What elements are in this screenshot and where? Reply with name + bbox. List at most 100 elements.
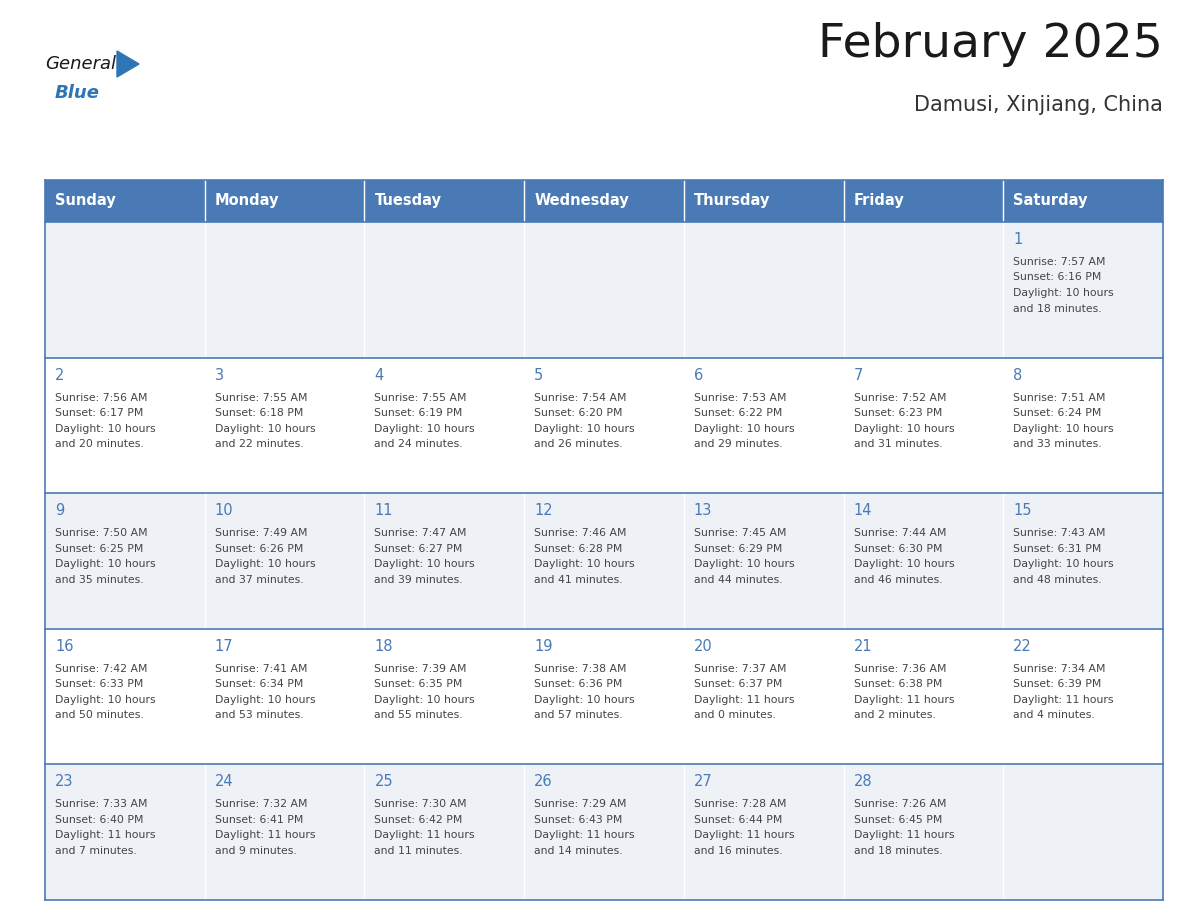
- Bar: [1004, 180, 1163, 222]
- Text: Daylight: 10 hours: Daylight: 10 hours: [215, 559, 315, 569]
- Text: 27: 27: [694, 775, 713, 789]
- Text: 16: 16: [55, 639, 74, 654]
- Bar: [45, 493, 204, 629]
- Bar: [204, 629, 365, 765]
- Text: Sunrise: 7:33 AM: Sunrise: 7:33 AM: [55, 800, 147, 810]
- Text: and 2 minutes.: and 2 minutes.: [853, 711, 935, 721]
- Text: Daylight: 10 hours: Daylight: 10 hours: [535, 559, 634, 569]
- Text: Sunrise: 7:57 AM: Sunrise: 7:57 AM: [1013, 257, 1106, 267]
- Text: and 24 minutes.: and 24 minutes.: [374, 439, 463, 449]
- Bar: [45, 765, 204, 900]
- Bar: [843, 222, 1004, 358]
- Text: Sunset: 6:25 PM: Sunset: 6:25 PM: [55, 543, 144, 554]
- Text: Daylight: 11 hours: Daylight: 11 hours: [374, 831, 475, 840]
- Text: 14: 14: [853, 503, 872, 518]
- Text: and 37 minutes.: and 37 minutes.: [215, 575, 303, 585]
- Text: Sunrise: 7:46 AM: Sunrise: 7:46 AM: [535, 528, 626, 538]
- Text: Friday: Friday: [853, 194, 904, 208]
- Text: Sunrise: 7:56 AM: Sunrise: 7:56 AM: [55, 393, 147, 403]
- Text: Sunrise: 7:51 AM: Sunrise: 7:51 AM: [1013, 393, 1106, 403]
- Text: Sunrise: 7:53 AM: Sunrise: 7:53 AM: [694, 393, 786, 403]
- Polygon shape: [116, 51, 139, 77]
- Text: Daylight: 10 hours: Daylight: 10 hours: [694, 423, 795, 433]
- Text: Sunrise: 7:42 AM: Sunrise: 7:42 AM: [55, 664, 147, 674]
- Text: 7: 7: [853, 367, 862, 383]
- Bar: [365, 765, 524, 900]
- Bar: [204, 180, 365, 222]
- Bar: [204, 493, 365, 629]
- Text: Daylight: 11 hours: Daylight: 11 hours: [694, 695, 795, 705]
- Text: Sunset: 6:40 PM: Sunset: 6:40 PM: [55, 815, 144, 825]
- Text: Wednesday: Wednesday: [535, 194, 628, 208]
- Bar: [204, 765, 365, 900]
- Text: Sunday: Sunday: [55, 194, 115, 208]
- Text: Sunrise: 7:39 AM: Sunrise: 7:39 AM: [374, 664, 467, 674]
- Text: Damusi, Xinjiang, China: Damusi, Xinjiang, China: [914, 95, 1163, 115]
- Text: and 0 minutes.: and 0 minutes.: [694, 711, 776, 721]
- Text: 26: 26: [535, 775, 552, 789]
- Text: 25: 25: [374, 775, 393, 789]
- Text: Daylight: 10 hours: Daylight: 10 hours: [1013, 559, 1114, 569]
- Text: and 41 minutes.: and 41 minutes.: [535, 575, 623, 585]
- Text: and 33 minutes.: and 33 minutes.: [1013, 439, 1102, 449]
- Text: General: General: [45, 55, 116, 73]
- Text: Saturday: Saturday: [1013, 194, 1088, 208]
- Text: and 48 minutes.: and 48 minutes.: [1013, 575, 1102, 585]
- Bar: [365, 358, 524, 493]
- Text: Sunset: 6:16 PM: Sunset: 6:16 PM: [1013, 273, 1101, 283]
- Text: 20: 20: [694, 639, 713, 654]
- Text: Daylight: 11 hours: Daylight: 11 hours: [694, 831, 795, 840]
- Text: and 22 minutes.: and 22 minutes.: [215, 439, 303, 449]
- Text: and 4 minutes.: and 4 minutes.: [1013, 711, 1095, 721]
- Text: 9: 9: [55, 503, 64, 518]
- Text: Sunrise: 7:43 AM: Sunrise: 7:43 AM: [1013, 528, 1106, 538]
- Text: Sunset: 6:38 PM: Sunset: 6:38 PM: [853, 679, 942, 689]
- Text: Sunrise: 7:34 AM: Sunrise: 7:34 AM: [1013, 664, 1106, 674]
- Text: Tuesday: Tuesday: [374, 194, 442, 208]
- Text: 18: 18: [374, 639, 393, 654]
- Bar: [684, 493, 843, 629]
- Text: 2: 2: [55, 367, 64, 383]
- Text: Daylight: 11 hours: Daylight: 11 hours: [535, 831, 634, 840]
- Text: Sunset: 6:30 PM: Sunset: 6:30 PM: [853, 543, 942, 554]
- Text: and 18 minutes.: and 18 minutes.: [853, 845, 942, 856]
- Text: 22: 22: [1013, 639, 1032, 654]
- Text: Sunrise: 7:28 AM: Sunrise: 7:28 AM: [694, 800, 786, 810]
- Text: and 18 minutes.: and 18 minutes.: [1013, 304, 1102, 314]
- Text: Thursday: Thursday: [694, 194, 770, 208]
- Text: 23: 23: [55, 775, 74, 789]
- Text: Sunset: 6:24 PM: Sunset: 6:24 PM: [1013, 409, 1101, 418]
- Text: and 7 minutes.: and 7 minutes.: [55, 845, 137, 856]
- Text: Sunset: 6:33 PM: Sunset: 6:33 PM: [55, 679, 144, 689]
- Text: Sunrise: 7:37 AM: Sunrise: 7:37 AM: [694, 664, 786, 674]
- Text: Sunset: 6:43 PM: Sunset: 6:43 PM: [535, 815, 623, 825]
- Text: Sunset: 6:37 PM: Sunset: 6:37 PM: [694, 679, 782, 689]
- Text: and 14 minutes.: and 14 minutes.: [535, 845, 623, 856]
- Text: Daylight: 10 hours: Daylight: 10 hours: [215, 423, 315, 433]
- Bar: [1004, 629, 1163, 765]
- Text: 5: 5: [535, 367, 543, 383]
- Text: and 44 minutes.: and 44 minutes.: [694, 575, 783, 585]
- Bar: [524, 629, 684, 765]
- Text: and 55 minutes.: and 55 minutes.: [374, 711, 463, 721]
- Bar: [365, 222, 524, 358]
- Bar: [524, 493, 684, 629]
- Text: Daylight: 10 hours: Daylight: 10 hours: [215, 695, 315, 705]
- Bar: [684, 358, 843, 493]
- Bar: [843, 765, 1004, 900]
- Bar: [365, 180, 524, 222]
- Bar: [524, 358, 684, 493]
- Text: 8: 8: [1013, 367, 1023, 383]
- Text: Sunset: 6:23 PM: Sunset: 6:23 PM: [853, 409, 942, 418]
- Text: Sunrise: 7:30 AM: Sunrise: 7:30 AM: [374, 800, 467, 810]
- Bar: [684, 765, 843, 900]
- Bar: [524, 222, 684, 358]
- Text: Sunrise: 7:55 AM: Sunrise: 7:55 AM: [374, 393, 467, 403]
- Text: and 16 minutes.: and 16 minutes.: [694, 845, 783, 856]
- Bar: [684, 629, 843, 765]
- Text: Sunset: 6:22 PM: Sunset: 6:22 PM: [694, 409, 782, 418]
- Text: Sunset: 6:44 PM: Sunset: 6:44 PM: [694, 815, 782, 825]
- Text: Daylight: 10 hours: Daylight: 10 hours: [694, 559, 795, 569]
- Bar: [843, 180, 1004, 222]
- Text: Sunset: 6:18 PM: Sunset: 6:18 PM: [215, 409, 303, 418]
